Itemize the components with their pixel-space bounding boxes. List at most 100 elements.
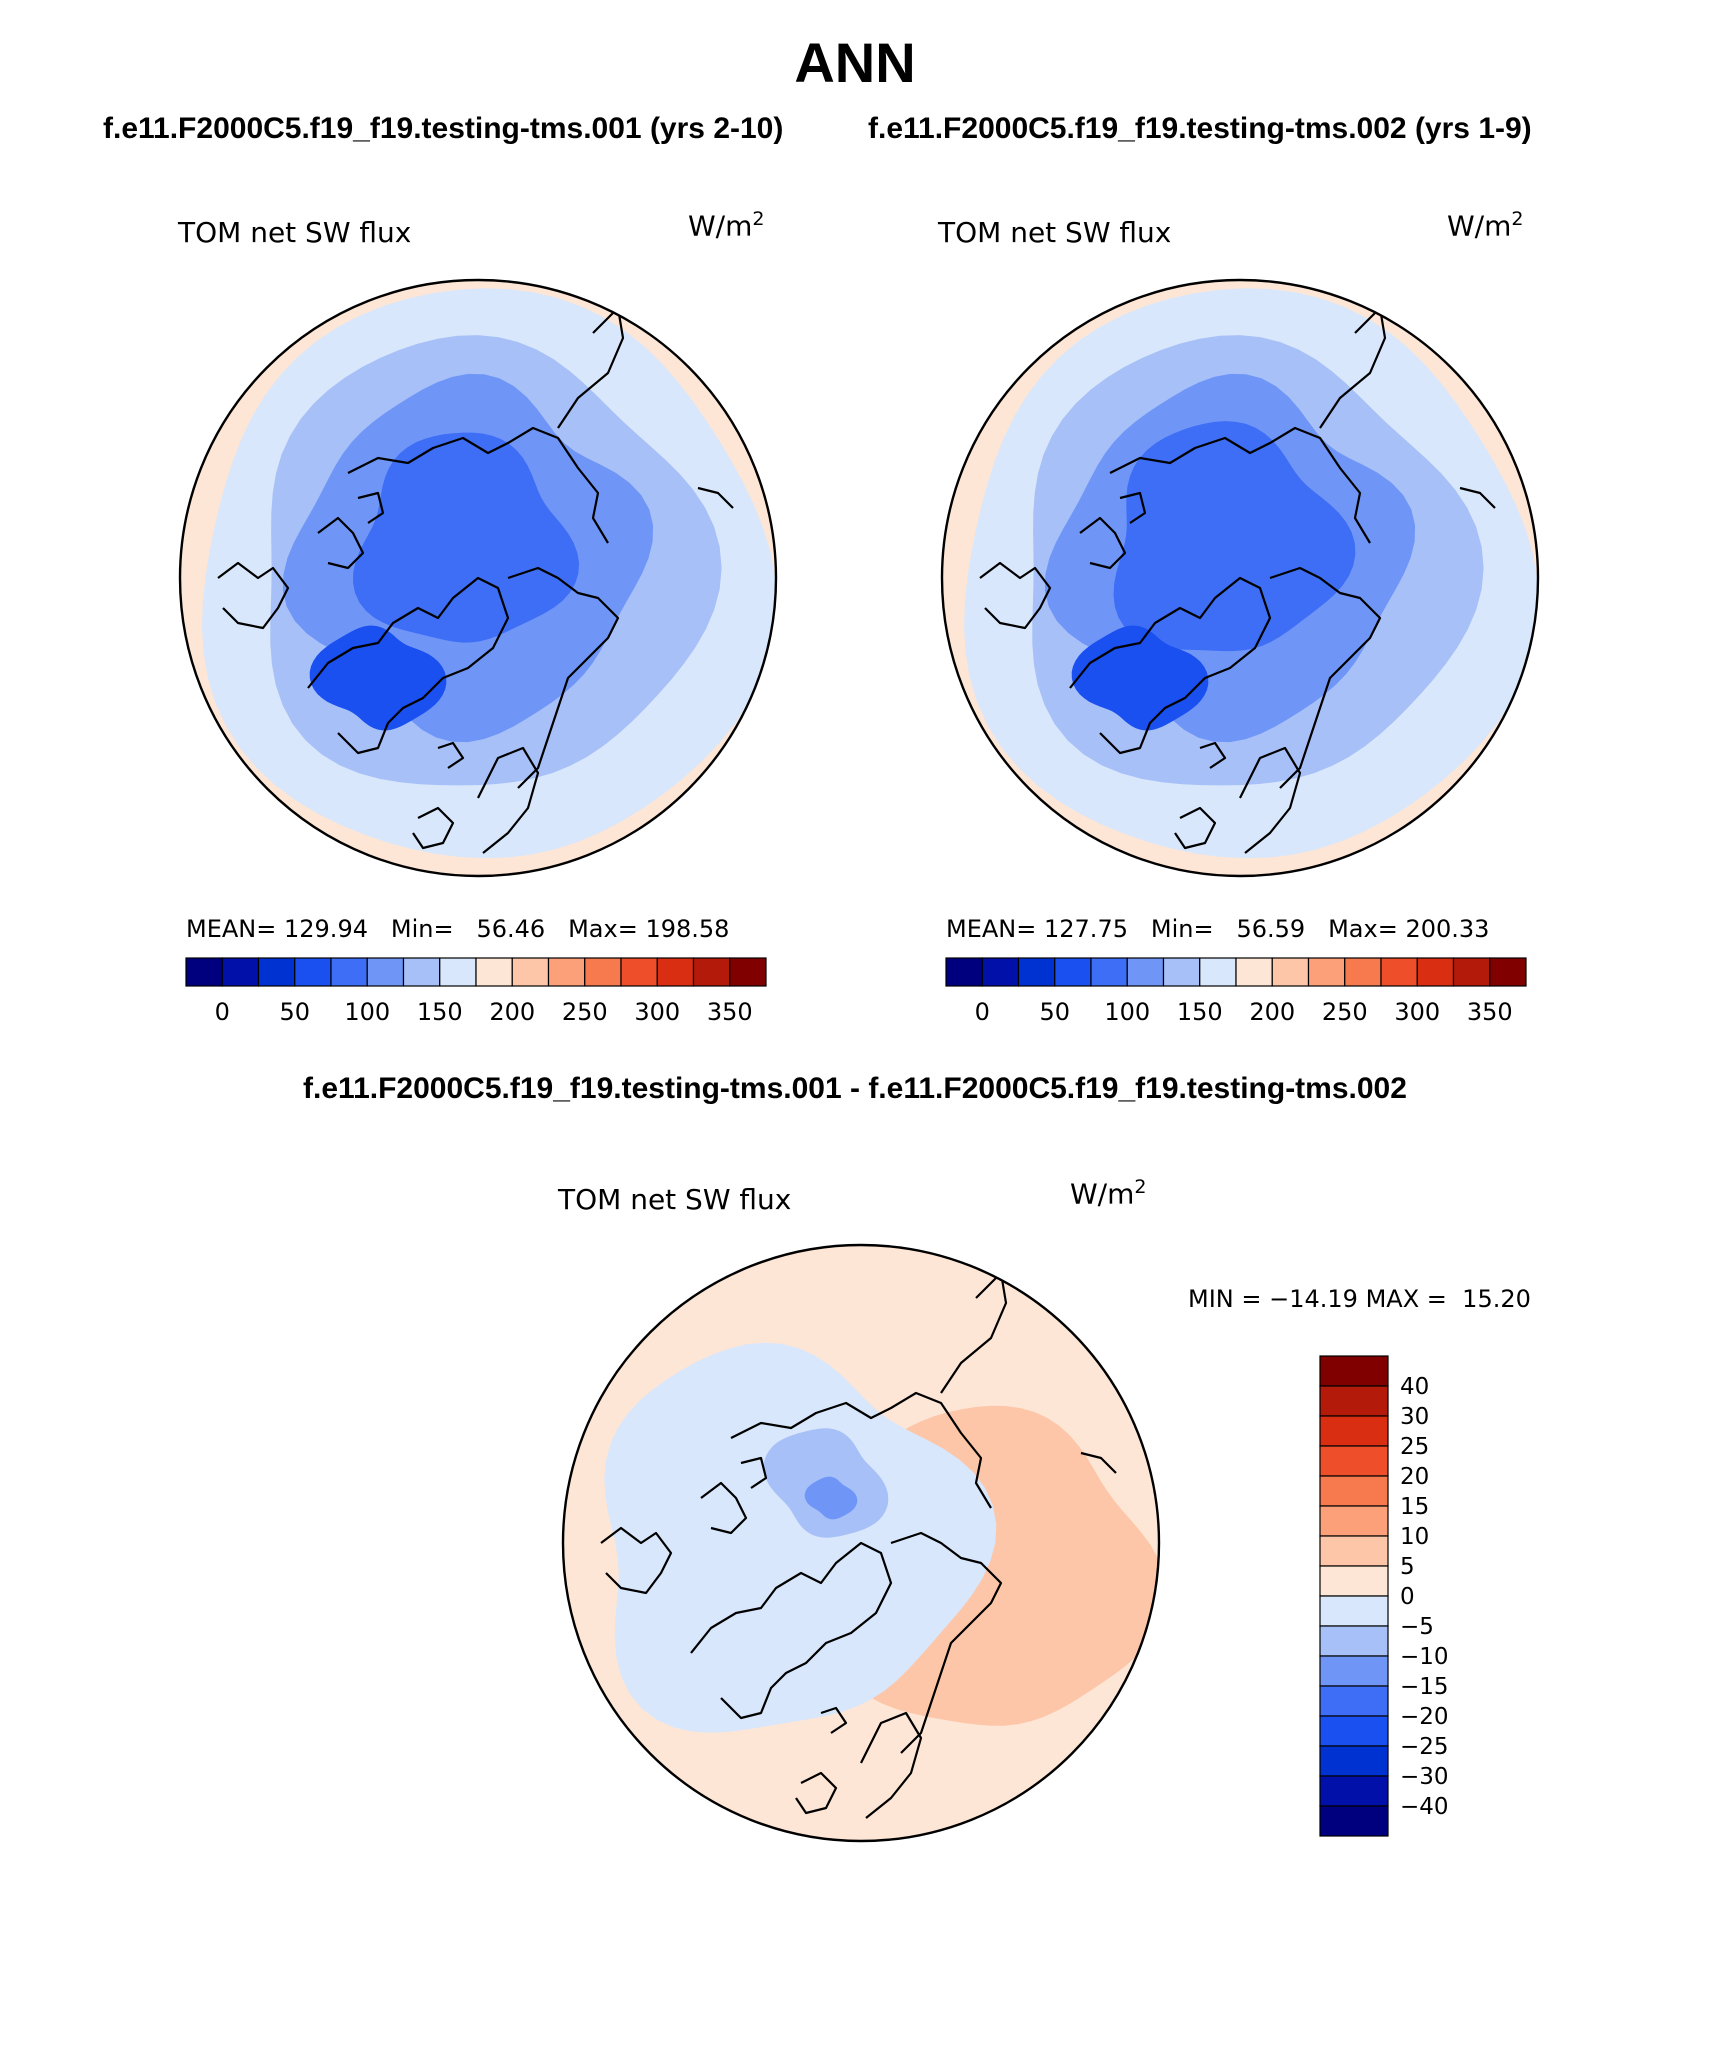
polar-map-difference bbox=[561, 1243, 1161, 1843]
map1-field bbox=[180, 280, 776, 876]
colorbar-2-swatch-7 bbox=[1199, 957, 1237, 987]
colorbar-2-swatch-6 bbox=[1162, 957, 1201, 987]
difference-title: f.e11.F2000C5.f19_f19.testing-tms.001 - … bbox=[303, 1072, 1407, 1105]
colorbar-1-swatch-6 bbox=[402, 957, 441, 987]
case-title-left: f.e11.F2000C5.f19_f19.testing-tms.001 (y… bbox=[103, 112, 784, 145]
colorbar-2-label-1: 50 bbox=[1039, 998, 1070, 1026]
colorbar-difference-swatch-7 bbox=[1319, 1565, 1389, 1597]
max-value-2: 200.33 bbox=[1405, 915, 1490, 943]
variable-label-1: TOM net SW flux bbox=[178, 216, 412, 249]
colorbar-difference-label-6: 5 bbox=[1400, 1554, 1415, 1580]
colorbar-difference-label-12: −25 bbox=[1400, 1734, 1449, 1760]
colorbar-1-swatch-15 bbox=[729, 957, 767, 987]
map1-coast-scandinavia bbox=[477, 746, 540, 854]
colorbar-1-swatch-1 bbox=[221, 957, 260, 987]
colorbar-1-swatch-7 bbox=[439, 957, 477, 987]
colorbar-difference-swatch-13 bbox=[1319, 1745, 1389, 1777]
map3-coast-arctic-canada bbox=[730, 1391, 992, 1509]
colorbar-2-swatch-4 bbox=[1090, 957, 1128, 987]
map2-coast-alaska bbox=[979, 561, 1052, 630]
colorbar-difference-swatch-10 bbox=[1319, 1655, 1389, 1687]
colorbar-1-label-1: 50 bbox=[279, 998, 310, 1026]
units-exponent-1: 2 bbox=[752, 208, 765, 230]
map2-coast-scandinavia bbox=[1239, 746, 1302, 854]
map1-coast-siberia bbox=[507, 566, 620, 789]
min-label-2: Min= bbox=[1150, 915, 1214, 943]
map2-coast-greenland bbox=[1069, 576, 1272, 755]
colorbar-2: 0 50 100 150 200 250 300 350 bbox=[945, 957, 1527, 1026]
units-exponent-2: 2 bbox=[1511, 208, 1524, 230]
colorbar-difference-swatch-1 bbox=[1319, 1385, 1389, 1417]
colorbar-2-label-2: 100 bbox=[1104, 998, 1150, 1026]
map3-coast-uk bbox=[795, 1771, 838, 1815]
colorbar-difference-label-14: −40 bbox=[1400, 1794, 1449, 1820]
map2-coast-iceland bbox=[1199, 741, 1227, 769]
colorbar-1-swatch-10 bbox=[547, 957, 586, 987]
colorbar-difference-swatch-9 bbox=[1319, 1625, 1389, 1657]
colorbar-difference-swatch-12 bbox=[1319, 1715, 1389, 1747]
colorbar-2-swatch-2 bbox=[1017, 957, 1056, 987]
colorbar-difference-swatch-11 bbox=[1319, 1685, 1389, 1717]
colorbar-1-swatch-3 bbox=[294, 957, 332, 987]
min-label-1: Min= bbox=[390, 915, 454, 943]
colorbar-2-label-7: 350 bbox=[1467, 998, 1513, 1026]
colorbar-1-swatch-11 bbox=[584, 957, 622, 987]
map1-boundary bbox=[178, 278, 778, 878]
colorbar-1-swatch-0 bbox=[185, 957, 223, 987]
units-label-1: W/m2 bbox=[688, 208, 765, 242]
colorbar-1-label-4: 200 bbox=[489, 998, 535, 1026]
colorbar-1-swatch-4 bbox=[330, 957, 368, 987]
map3-coast-island-a bbox=[700, 1481, 748, 1535]
colorbar-2-swatch-11 bbox=[1344, 957, 1382, 987]
colorbar-2-swatch-3 bbox=[1054, 957, 1092, 987]
polar-map-2 bbox=[940, 278, 1540, 878]
min-value-2: 56.59 bbox=[1236, 915, 1306, 943]
map3-coast-alaska bbox=[600, 1526, 673, 1595]
max-label-3: MAX = bbox=[1365, 1285, 1447, 1313]
map3-coast-scandinavia bbox=[860, 1711, 923, 1819]
colorbar-1-swatch-13 bbox=[656, 957, 695, 987]
colorbar-2-swatch-0 bbox=[945, 957, 983, 987]
colorbar-difference-swatch-8 bbox=[1319, 1595, 1389, 1627]
max-value-3: 15.20 bbox=[1462, 1285, 1531, 1313]
minmax-line-3: MIN = −14.19 MAX = 15.20 bbox=[1188, 1285, 1531, 1313]
map2-field-level-4 bbox=[1113, 421, 1356, 652]
colorbar-difference-swatch-6 bbox=[1319, 1535, 1389, 1567]
map3-coast-iceland bbox=[820, 1706, 848, 1734]
min-value-3: −14.19 bbox=[1269, 1285, 1358, 1313]
map1-coast-alaska bbox=[217, 561, 290, 630]
colorbar-difference-label-5: 10 bbox=[1400, 1524, 1429, 1550]
colorbar-difference-label-7: 0 bbox=[1400, 1584, 1415, 1610]
map1-coast-greenland bbox=[307, 576, 510, 755]
colorbar-1-swatch-12 bbox=[620, 957, 658, 987]
units-base-2: W/m bbox=[1447, 209, 1512, 243]
max-label-1: Max= bbox=[568, 915, 638, 943]
map1-coast-arctic-canada bbox=[347, 426, 609, 544]
mean-value-1: 129.94 bbox=[284, 915, 368, 943]
colorbar-2-swatch-8 bbox=[1235, 957, 1273, 987]
variable-label-2: TOM net SW flux bbox=[938, 216, 1172, 249]
colorbar-2-label-0: 0 bbox=[975, 998, 990, 1026]
min-label-3: MIN = bbox=[1188, 1285, 1262, 1313]
mean-label-1: MEAN= bbox=[186, 915, 277, 943]
units-label-2: W/m2 bbox=[1447, 208, 1524, 242]
map1-coast-iceland bbox=[437, 741, 465, 769]
units-base-1: W/m bbox=[688, 209, 753, 243]
map2-boundary bbox=[940, 278, 1540, 878]
colorbar-difference-swatch-0 bbox=[1319, 1355, 1389, 1387]
colorbar-difference-label-13: −30 bbox=[1400, 1764, 1449, 1790]
colorbar-difference-swatch-5 bbox=[1319, 1505, 1389, 1537]
colorbar-2-swatch-5 bbox=[1126, 957, 1165, 987]
map2-coast-island-a bbox=[1079, 516, 1127, 570]
mean-value-2: 127.75 bbox=[1044, 915, 1128, 943]
units-base-3: W/m bbox=[1070, 1177, 1135, 1211]
map3-field-level-2 bbox=[604, 1342, 997, 1733]
map3-coast-siberia bbox=[890, 1531, 1003, 1754]
main-title: ANN bbox=[794, 31, 916, 94]
units-label-3: W/m2 bbox=[1070, 1176, 1147, 1210]
mean-label-2: MEAN= bbox=[946, 915, 1037, 943]
colorbar-difference-swatch-4 bbox=[1319, 1475, 1389, 1507]
colorbar-2-label-3: 150 bbox=[1177, 998, 1223, 1026]
colorbar-1-label-3: 150 bbox=[417, 998, 463, 1026]
colorbar-2-swatch-9 bbox=[1271, 957, 1310, 987]
